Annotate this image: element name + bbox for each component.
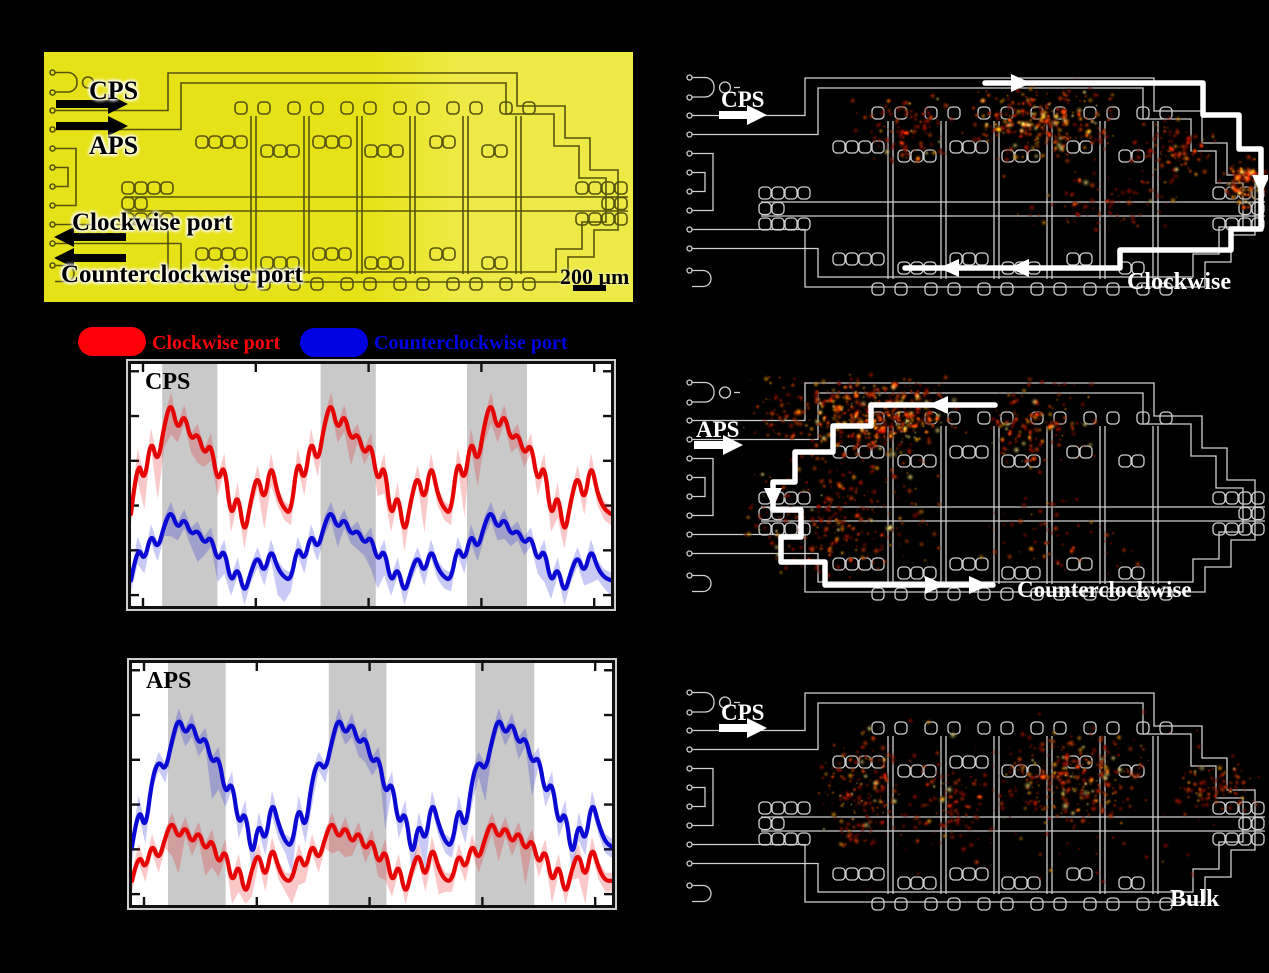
cps-input-label: CPS [721, 700, 765, 725]
bulk-excitation-panel: CPS Bulk [683, 672, 1268, 922]
clockwise-flow-label: Clockwise [1127, 269, 1231, 295]
flow-direction-arrows-icon [719, 718, 767, 738]
cps-input-label: CPS [721, 87, 765, 112]
light-intensity-speckle [683, 672, 1268, 922]
aps-plot-title: APS [146, 668, 192, 694]
counterclockwise-flow-label: Counterclockwise [1017, 577, 1192, 602]
clockwise-edge-state-panel: CPS Clockwise [683, 57, 1268, 307]
flow-direction-arrows-icon [719, 74, 1268, 277]
clockwise-port-label: Clockwise port [72, 209, 233, 236]
scale-bar [573, 285, 606, 291]
aps-input-label: APS [696, 417, 740, 442]
cps-plot-title: CPS [145, 369, 191, 395]
scale-bar-label: 200 μm [560, 264, 630, 289]
aps-plot-canvas [132, 663, 612, 905]
micrograph-panel: CPS APS Clockwise port Counterclockwise … [44, 52, 633, 302]
cps-intensity-plot: CPS [128, 361, 614, 609]
flow-direction-arrows-icon [694, 396, 998, 594]
counterclockwise-legend-swatch [300, 328, 368, 357]
cps-input-label: CPS [89, 76, 139, 105]
counterclockwise-port-label: Counterclockwise port [61, 261, 303, 288]
photonic-lattice-drawing [49, 69, 628, 291]
clockwise-legend-swatch [78, 327, 146, 356]
bulk-flow-label: Bulk [1170, 886, 1220, 912]
clockwise-legend-label: Clockwise port [152, 332, 281, 354]
aps-input-label: APS [89, 131, 139, 160]
counterclockwise-edge-state-panel: APS Counterclockwise [683, 362, 1268, 612]
cps-plot-canvas [131, 364, 611, 606]
counterclockwise-legend-label: Counterclockwise port [374, 332, 568, 354]
aps-intensity-plot: APS [129, 660, 615, 908]
port-arrow-icons [54, 94, 128, 268]
